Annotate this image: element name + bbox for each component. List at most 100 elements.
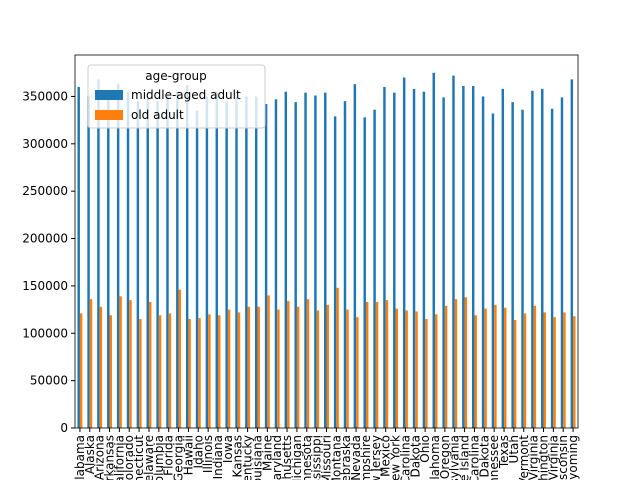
x-tick-label: Utah xyxy=(507,435,521,463)
bar xyxy=(87,96,90,428)
x-tick-label: Oregon xyxy=(438,435,452,479)
x-tick-label: Rhode Island xyxy=(458,435,472,480)
x-tick-label: Nebraska xyxy=(339,435,353,480)
bar xyxy=(254,96,258,428)
bar xyxy=(444,305,448,428)
x-tick-label: Kentucky xyxy=(241,435,255,480)
bar xyxy=(494,304,497,428)
bar xyxy=(188,319,191,428)
bar xyxy=(501,88,505,429)
x-tick-label: Arkansas xyxy=(103,435,117,480)
x-tick-label: Delaware xyxy=(142,435,156,480)
bar xyxy=(158,315,162,428)
x-tick-label: Virginia xyxy=(527,435,541,480)
bar xyxy=(570,79,574,429)
bar xyxy=(195,110,199,429)
bar xyxy=(405,310,408,428)
x-tick-label: Vermont xyxy=(517,435,531,480)
x-tick-label: North Dakota xyxy=(408,435,422,480)
bar xyxy=(208,314,211,428)
bar xyxy=(205,96,209,428)
y-tick-label: 250000 xyxy=(22,184,68,198)
bar xyxy=(146,98,149,428)
legend-box xyxy=(87,64,266,129)
bar xyxy=(402,77,406,428)
x-tick-label: South Dakota xyxy=(477,435,491,480)
x-tick-label: Mississippi xyxy=(310,435,324,480)
bar xyxy=(521,109,524,428)
bar xyxy=(333,116,337,429)
bar xyxy=(373,109,376,428)
bar xyxy=(363,117,366,428)
x-tick-label: Texas xyxy=(497,435,511,469)
bar xyxy=(365,302,369,428)
x-tick-label: Minnesota xyxy=(300,435,314,480)
legend-swatch xyxy=(95,110,123,120)
bar xyxy=(425,319,428,428)
bar xyxy=(166,96,169,428)
bar xyxy=(129,300,132,428)
bar xyxy=(77,86,80,428)
y-tick-label: 0 xyxy=(60,421,68,435)
bar xyxy=(119,296,122,428)
bar xyxy=(452,75,455,428)
bar xyxy=(139,319,142,428)
bar xyxy=(264,104,268,428)
x-tick-label: Michigan xyxy=(290,435,304,480)
bar xyxy=(227,309,231,428)
bar xyxy=(296,306,300,428)
x-tick-label: Alabama xyxy=(73,435,87,480)
bar xyxy=(116,84,120,429)
bar xyxy=(284,91,288,428)
bar xyxy=(89,299,93,428)
x-tick-label: Florida xyxy=(162,435,176,476)
bar xyxy=(178,289,182,428)
x-tick-label: Colorado xyxy=(122,435,136,480)
bar xyxy=(314,95,317,429)
x-tick-label: Pennsylvania xyxy=(448,435,462,480)
bar xyxy=(156,101,159,428)
bar xyxy=(257,306,260,428)
x-tick-label: Washington xyxy=(536,435,550,480)
bar xyxy=(356,317,359,428)
bar xyxy=(136,101,140,428)
x-tick-label: New York xyxy=(389,435,403,480)
x-tick-label: Connecticut xyxy=(132,435,146,480)
x-tick-label: Ohio xyxy=(418,435,432,463)
y-tick-label: 100000 xyxy=(22,326,68,340)
x-tick-label: Idaho xyxy=(191,435,205,468)
x-tick-label: Illinois xyxy=(201,435,215,473)
bar xyxy=(107,91,110,428)
x-tick-label: Maryland xyxy=(270,435,284,480)
bar xyxy=(277,309,280,428)
x-tick-label: Alaska xyxy=(83,435,97,474)
x-tick-label: Oklahoma xyxy=(428,435,442,480)
bar xyxy=(531,90,534,429)
y-tick-label: 50000 xyxy=(30,374,68,388)
x-tick-label: Georgia xyxy=(172,435,186,480)
x-tick-label: Wyoming xyxy=(566,435,580,480)
x-tick-label: New Mexico xyxy=(379,435,393,480)
x-tick-label: District of Columbia xyxy=(152,435,166,480)
x-tick-label: Louisiana xyxy=(250,435,264,480)
bar xyxy=(336,287,339,428)
bar xyxy=(287,301,290,428)
bar xyxy=(504,307,507,428)
x-tick-label: New Hampshire xyxy=(359,435,373,480)
x-tick-label: Montana xyxy=(329,435,343,480)
bar xyxy=(316,310,320,428)
x-tick-label: Arizona xyxy=(93,435,107,480)
bar xyxy=(215,91,219,428)
bar xyxy=(511,102,514,429)
bar xyxy=(375,302,379,428)
x-tick-label: South Carolina xyxy=(467,435,481,480)
bar xyxy=(513,320,517,428)
bar xyxy=(383,86,386,428)
bar xyxy=(393,92,396,428)
bar xyxy=(563,312,566,428)
x-tick-label: Kansas xyxy=(231,435,245,477)
bar xyxy=(543,312,546,428)
bar xyxy=(79,313,83,428)
